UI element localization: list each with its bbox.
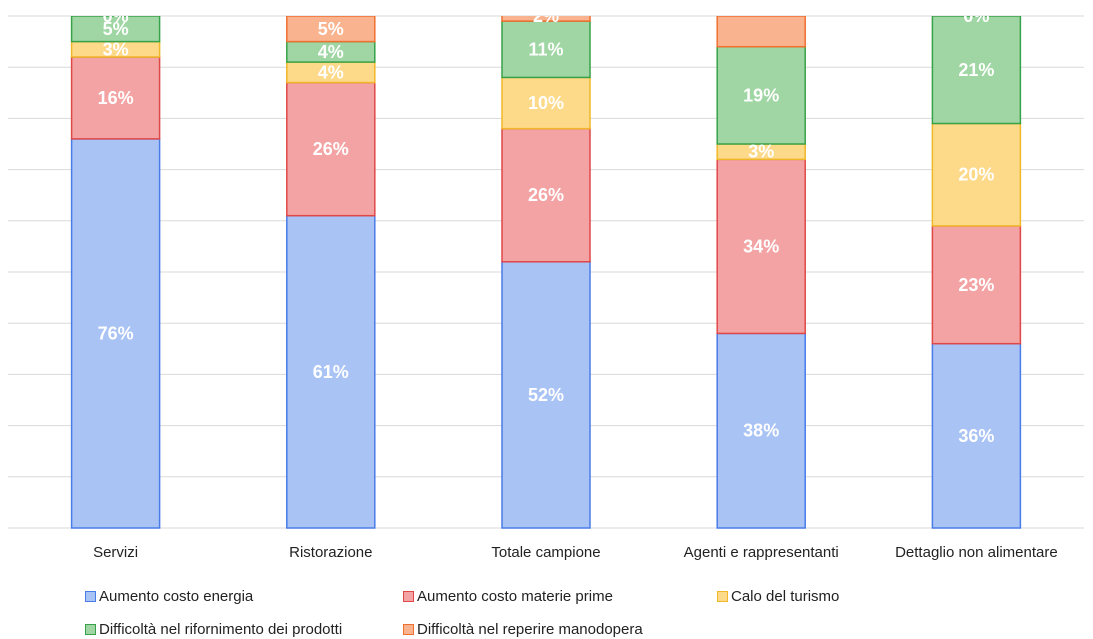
data-label: 5%: [103, 19, 129, 39]
bar-segment[interactable]: [931, 16, 1022, 125]
data-label: 52%: [528, 385, 564, 405]
chart-legend: Aumento costo energia Aumento costo mate…: [0, 580, 1093, 639]
data-label: 5%: [318, 19, 344, 39]
x-tick-label: Dettaglio non alimentare: [895, 544, 1058, 561]
x-tick-label: Servizi: [93, 544, 138, 561]
bar-segment[interactable]: [501, 20, 591, 79]
bar-segment[interactable]: [286, 81, 376, 217]
legend-swatch: [85, 591, 96, 602]
legend-swatch: [403, 624, 414, 635]
legend-item-materie-prime[interactable]: Aumento costo materie prime: [403, 588, 613, 605]
legend-item-turismo[interactable]: Calo del turismo: [717, 588, 839, 605]
data-label: 34%: [743, 236, 779, 256]
legend-label: Difficoltà nel rifornimento dei prodotti: [99, 621, 343, 638]
data-label: 16%: [98, 88, 134, 108]
data-label: 26%: [313, 139, 349, 159]
legend-swatch: [403, 591, 414, 602]
data-label: 76%: [98, 323, 134, 343]
bar-segment[interactable]: [716, 45, 806, 145]
x-tick-label: Ristorazione: [289, 544, 372, 561]
legend-item-manodopera[interactable]: Difficoltà nel reperire manodopera: [403, 621, 643, 638]
x-tick-label: Agenti e rappresentanti: [684, 544, 839, 561]
bar-segment[interactable]: [501, 127, 591, 263]
bar-segment[interactable]: [286, 16, 376, 43]
x-axis-tick-labels: Servizi Ristorazione Totale campione Agenti…: [93, 544, 1058, 561]
data-label: 2%: [533, 6, 559, 26]
data-labels: 76%16%3%5%0%61%26%4%4%5%52%26%10%11%2%38…: [98, 6, 995, 446]
data-label: 26%: [528, 185, 564, 205]
data-label: 3%: [748, 142, 774, 162]
data-label: 10%: [528, 93, 564, 113]
data-label: 4%: [318, 42, 344, 62]
bar-segment[interactable]: [716, 332, 806, 529]
data-label: 19%: [743, 85, 779, 105]
data-label: 36%: [958, 426, 994, 446]
data-label: 20%: [958, 165, 994, 185]
bars: [70, 11, 1022, 529]
data-label: 0%: [963, 6, 989, 26]
data-label: 23%: [958, 275, 994, 295]
legend-label: Calo del turismo: [731, 588, 840, 605]
data-label: 61%: [313, 362, 349, 382]
legend-item-rifornimento[interactable]: Difficoltà nel rifornimento dei prodotti: [85, 621, 342, 638]
bar-segment[interactable]: [70, 56, 161, 140]
bar-segment[interactable]: [501, 11, 591, 22]
bar-segment[interactable]: [716, 158, 806, 335]
legend-item-energia[interactable]: Aumento costo energia: [85, 588, 253, 605]
legend-label: Aumento costo materie prime: [417, 588, 613, 605]
bar-segment[interactable]: [70, 138, 161, 529]
bar-segment[interactable]: [931, 342, 1022, 529]
data-label: 0%: [103, 6, 129, 26]
bar-segment[interactable]: [501, 76, 591, 130]
legend-swatch: [717, 591, 728, 602]
data-label: 21%: [958, 60, 994, 80]
legend-swatch: [85, 624, 96, 635]
data-label: 3%: [103, 39, 129, 59]
legend-label: Aumento costo energia: [99, 588, 254, 605]
data-label: 4%: [318, 62, 344, 82]
data-label: 38%: [743, 421, 779, 441]
bar-segment[interactable]: [501, 261, 591, 529]
data-label: 11%: [528, 39, 563, 59]
stacked-bar-chart: 76%16%3%5%0%61%26%4%4%5%52%26%10%11%2%38…: [8, 6, 1084, 561]
x-tick-label: Totale campione: [491, 544, 600, 561]
bar-segment[interactable]: [70, 16, 161, 43]
bar-segment[interactable]: [716, 16, 806, 48]
legend-label: Difficoltà nel reperire manodopera: [417, 621, 643, 638]
